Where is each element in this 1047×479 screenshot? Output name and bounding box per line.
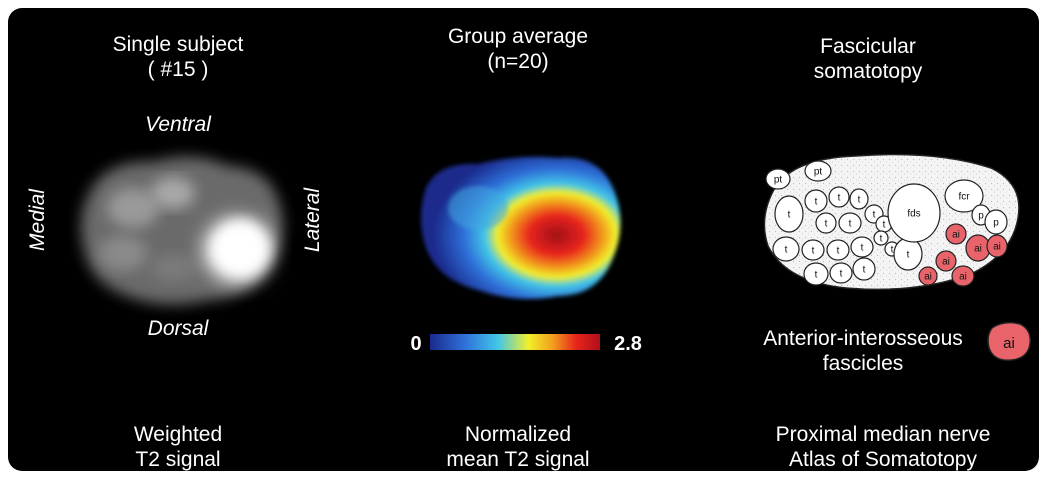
colorbar-min-label: 0	[410, 333, 421, 355]
bright-signal-core	[215, 222, 267, 274]
ai-legend-shape	[987, 321, 1032, 361]
panel1-caption-line1: Weighted	[133, 423, 223, 446]
panel1-title: Single subject ( #15 )	[68, 32, 288, 82]
panel3-title-line1: Fascicular	[820, 35, 916, 58]
fascicle-label-t: t	[883, 220, 886, 231]
fascicle-label-ai: ai	[974, 244, 982, 255]
panel2-title: Group average (n=20)	[408, 24, 628, 74]
fascicle-label-ai: ai	[993, 242, 1001, 253]
panel3-caption-line2: Atlas of Somatotopy	[789, 448, 977, 471]
panel1-caption: Weighted T2 signal	[68, 422, 288, 471]
fascicle-label-t: t	[815, 270, 818, 281]
ai-legend-label: ai	[1003, 335, 1015, 352]
legend-line1: Anterior-interosseous	[763, 327, 963, 350]
signal-blob	[107, 188, 159, 228]
fascicle-label-pt: pt	[774, 175, 783, 186]
panel1-title-line2: ( #15 )	[147, 58, 209, 81]
group-average-heatmap	[421, 156, 621, 299]
fascicle-label-ai: ai	[959, 272, 967, 283]
fascicle-t	[772, 236, 800, 262]
panel3-caption: Proximal median nerve Atlas of Somatotop…	[748, 422, 1018, 471]
fascicle-t	[801, 239, 825, 261]
fascicle-label-t: t	[849, 219, 852, 230]
fascicle-pt	[765, 168, 791, 190]
fascicle-label-ai: ai	[952, 230, 960, 241]
fascicle-label-t: t	[788, 210, 791, 221]
fascicle-t	[849, 188, 869, 210]
fascicle-label-t: t	[837, 246, 840, 257]
fascicle-t	[828, 186, 850, 208]
panel3-caption-line1: Proximal median nerve	[775, 423, 991, 446]
fascicle-t	[829, 262, 853, 284]
heatmap-blob	[448, 186, 508, 230]
legend-line2: fascicles	[822, 352, 904, 375]
fascicle-t	[804, 189, 828, 213]
fascicle-pt	[804, 160, 832, 182]
panel2-caption-line2: mean T2 signal	[446, 448, 590, 471]
signal-blob	[99, 235, 147, 271]
panel3-title-line2: somatotopy	[813, 60, 923, 83]
label-ventral: Ventral	[145, 113, 211, 136]
fascicle-label-t: t	[861, 243, 864, 254]
fascicle-label-t: t	[891, 245, 894, 256]
fascicle-label-t: t	[812, 246, 815, 257]
panel2-title-line2: (n=20)	[487, 50, 549, 73]
label-medial: Medial	[26, 189, 49, 251]
ai-legend-swatch: ai	[987, 321, 1032, 361]
fascicle-t	[815, 212, 837, 234]
fascicle-label-p: p	[993, 218, 999, 229]
fascicle-fds	[887, 183, 941, 243]
panel2-caption: Normalized mean T2 signal	[408, 422, 628, 471]
fascicle-ai	[945, 223, 967, 245]
panel2-title-line1: Group average	[447, 25, 589, 48]
colorbar-gradient	[430, 334, 600, 350]
signal-blob	[151, 177, 195, 209]
fascicle-t	[850, 236, 874, 258]
fascicle-t	[803, 262, 829, 286]
legend-ai: Anterior-interosseous fascicles	[748, 326, 978, 376]
fascicle-ai	[951, 265, 975, 287]
fascicle-label-ai: ai	[924, 272, 932, 283]
fascicle-t	[826, 239, 850, 261]
fascicle-label-t: t	[785, 245, 788, 256]
signal-blob	[151, 254, 195, 282]
label-dorsal: Dorsal	[147, 317, 209, 340]
figure-panel: Single subject ( #15 ) Ventral Dorsal Me…	[8, 8, 1039, 471]
fascicle-t	[838, 212, 862, 234]
colorbar-max-label: 2.8	[614, 333, 642, 355]
label-lateral: Lateral	[301, 187, 324, 253]
fascicle-label-ai: ai	[942, 257, 950, 268]
panel3-title: Fascicular somatotopy	[778, 34, 958, 84]
fascicle-label-t: t	[815, 197, 818, 208]
fascicle-fcr	[944, 179, 984, 213]
fascicle-label-t: t	[825, 219, 828, 230]
fascicle-ai	[986, 234, 1008, 258]
panel2-caption-line1: Normalized	[464, 423, 572, 446]
fascicle-t	[852, 257, 876, 281]
fascicle-p	[984, 209, 1008, 235]
fascicle-label-fds: fds	[907, 209, 920, 220]
fascicle-label-t: t	[880, 234, 883, 245]
colorbar: 0 2.8	[410, 333, 642, 355]
fascicle-label-p: p	[978, 211, 984, 222]
fascicle-label-t: t	[863, 265, 866, 276]
fascicle-label-t: t	[840, 269, 843, 280]
fascicle-label-t: t	[838, 193, 841, 204]
panel1-caption-line2: T2 signal	[135, 448, 221, 471]
fascicle-t	[873, 230, 889, 246]
fascicle-ai	[935, 250, 957, 272]
fascicle-label-t: t	[858, 195, 861, 206]
fascicle-label-t: t	[907, 250, 910, 261]
fascicle-label-t: t	[873, 210, 876, 221]
single-subject-mri-image	[81, 156, 283, 305]
fascicle-ai	[918, 266, 938, 286]
fascicle-label-pt: pt	[814, 167, 823, 178]
fascicle-t	[774, 195, 804, 233]
fascicle-label-fcr: fcr	[958, 192, 970, 203]
heatmap-shape	[421, 156, 621, 299]
panel1-title-line1: Single subject	[112, 33, 244, 56]
